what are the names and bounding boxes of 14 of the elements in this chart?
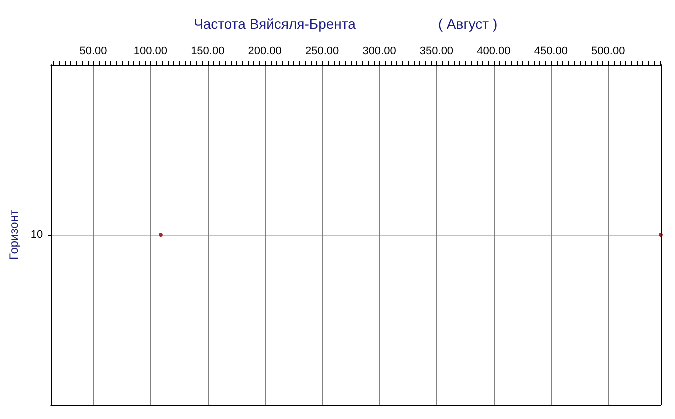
x-tick-label: 500.00 bbox=[592, 46, 626, 58]
x-tick-label: 350.00 bbox=[420, 46, 454, 58]
x-tick-label: 150.00 bbox=[191, 46, 225, 58]
y-axis-title: Горизонт bbox=[7, 210, 21, 260]
chart-subtitle: ( Август ) bbox=[438, 16, 498, 32]
x-tick-label: 300.00 bbox=[362, 46, 396, 58]
x-tick-label: 450.00 bbox=[534, 46, 568, 58]
x-tick-label: 250.00 bbox=[305, 46, 340, 58]
x-tick-label: 100.00 bbox=[134, 46, 168, 58]
x-tick-label: 50.00 bbox=[80, 46, 108, 58]
x-tick-label: 200.00 bbox=[248, 46, 282, 58]
chart-title: Частота Вяйсяля-Брента bbox=[194, 16, 356, 32]
x-tick-label: 400.00 bbox=[477, 46, 511, 58]
y-tick-label: 10 bbox=[30, 229, 44, 241]
